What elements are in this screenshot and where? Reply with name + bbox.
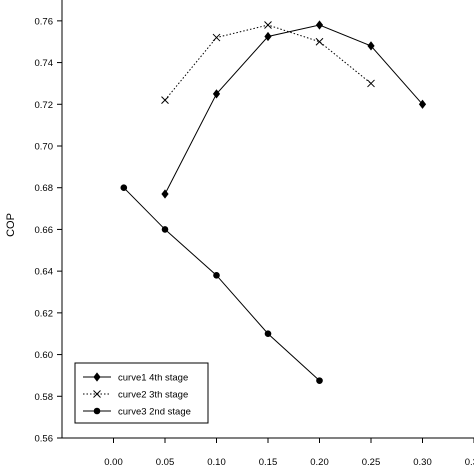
series-3: [120, 184, 323, 384]
series-line: [164, 24, 423, 195]
x-tick-label: 0.35: [465, 457, 474, 468]
y-axis-ticks: 0.56 0.58 0.60 0.62 0.64 0.66 0.68 0.70 0.72 0.74…: [35, 16, 62, 445]
series-layer: [120, 20, 427, 384]
data-point-x: [93, 390, 101, 398]
y-tick-label: 0.70: [35, 142, 54, 153]
data-point-diamond: [418, 99, 427, 109]
x-tick-label: 0.30: [413, 457, 432, 468]
data-point-diamond: [212, 89, 221, 99]
data-point-circle: [316, 377, 323, 384]
x-tick-label: 0.00: [104, 457, 123, 468]
x-tick-label: 0.15: [259, 457, 278, 468]
y-tick-label: 0.66: [35, 225, 54, 236]
x-marker-stroke: [212, 33, 221, 42]
data-point-circle: [120, 184, 128, 192]
series-line: [123, 187, 320, 382]
legend-label: curve1 4th stage: [118, 373, 188, 384]
x-axis-ticks: 0.00 0.05 0.10 0.15 0.20 0.25 0.30 0.35: [104, 438, 474, 468]
x-marker-stroke: [93, 390, 101, 398]
x-tick-label: 0.05: [156, 457, 175, 468]
data-point-diamond: [367, 41, 375, 51]
data-point-circle: [161, 226, 169, 233]
data-point-x: [161, 96, 169, 104]
series-1: [161, 20, 427, 199]
data-point-x: [264, 21, 272, 29]
data-point-diamond: [264, 31, 272, 42]
series-2: [161, 21, 375, 104]
chart-legend: curve1 4th stage curve2 3th stage curve3 2…: [74, 362, 209, 424]
y-tick-label: 0.68: [35, 183, 54, 194]
y-tick-label: 0.56: [35, 434, 54, 445]
x-marker-stroke: [367, 79, 375, 88]
data-point-circle: [264, 330, 272, 338]
data-point-circle: [93, 407, 101, 415]
y-tick-label: 0.72: [35, 100, 54, 111]
legend-label: curve2 3th stage: [118, 390, 188, 401]
x-tick-label: 0.25: [362, 457, 381, 468]
x-marker-stroke: [315, 37, 324, 46]
x-tick-label: 0.20: [310, 457, 329, 468]
data-point-diamond: [161, 189, 169, 199]
data-point-diamond: [315, 20, 324, 30]
data-point-diamond: [93, 372, 101, 382]
legend-label: curve3 2nd stage: [118, 407, 191, 418]
y-tick-label: 0.76: [35, 16, 54, 27]
x-marker-stroke: [264, 21, 272, 29]
y-tick-label: 0.64: [35, 267, 54, 278]
data-point-x: [315, 37, 324, 46]
y-tick-label: 0.58: [35, 392, 54, 403]
data-point-x: [367, 79, 375, 88]
y-tick-label: 0.60: [35, 350, 54, 361]
y-tick-label: 0.74: [35, 58, 54, 69]
data-point-x: [212, 33, 221, 42]
x-tick-label: 0.10: [207, 457, 226, 468]
data-point-circle: [213, 272, 220, 279]
y-axis-title: COP: [5, 213, 17, 237]
x-marker-stroke: [161, 96, 169, 104]
y-tick-label: 0.62: [35, 308, 54, 319]
